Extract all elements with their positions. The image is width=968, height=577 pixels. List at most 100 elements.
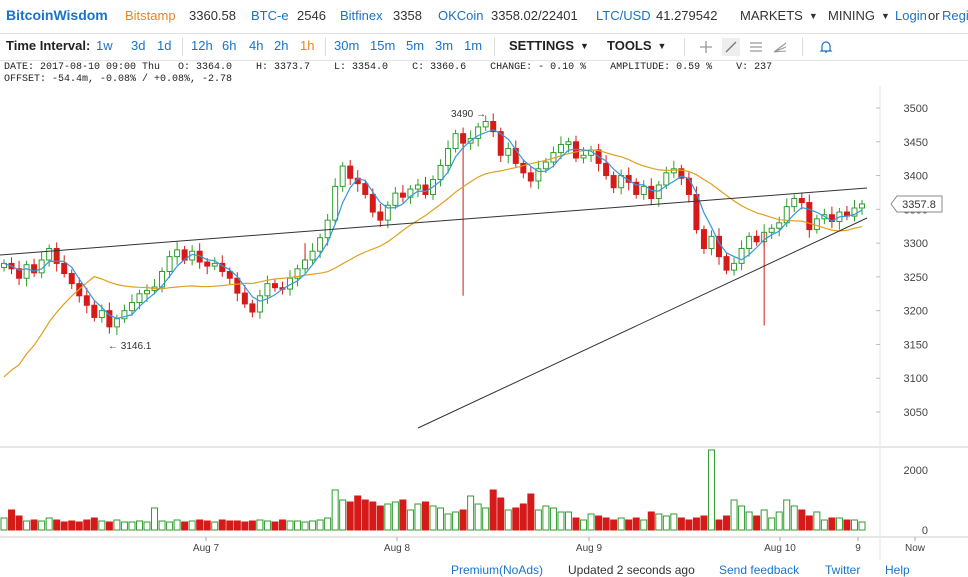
- volume-bar: [534, 509, 542, 531]
- market-ltcusd[interactable]: LTC/USD: [596, 8, 651, 23]
- interval-5m[interactable]: 5m: [406, 38, 425, 53]
- volume-bar: [692, 517, 700, 531]
- interval-4h[interactable]: 4h: [249, 38, 264, 53]
- candle-body: [618, 175, 625, 189]
- volume-bar: [241, 521, 249, 531]
- interval-1m[interactable]: 1m: [464, 38, 483, 53]
- interval-3m[interactable]: 3m: [435, 38, 454, 53]
- volume-bar: [640, 519, 648, 531]
- annotation-low: ← 3146.1: [108, 341, 152, 352]
- market-bitfinex[interactable]: Bitfinex: [340, 8, 383, 23]
- interval-12h[interactable]: 12h: [191, 38, 213, 53]
- premium-link[interactable]: Premium(NoAds): [451, 563, 544, 577]
- volume-bar: [444, 513, 452, 531]
- candle-body: [16, 268, 23, 279]
- x-tick-label: Aug 10: [764, 543, 796, 554]
- volume-bar: [278, 519, 286, 531]
- candle-body: [46, 248, 53, 261]
- candle-body: [565, 141, 572, 145]
- volume-bar: [324, 517, 332, 531]
- volume-bar: [181, 521, 189, 531]
- mining-menu-label: MINING: [828, 8, 875, 23]
- candle-body: [557, 143, 564, 154]
- interval-6h[interactable]: 6h: [222, 38, 237, 53]
- brand-logo[interactable]: BitcoinWisdom: [6, 7, 108, 23]
- volume-bar: [173, 519, 181, 531]
- candle-body: [144, 289, 150, 295]
- candle-body: [128, 302, 135, 312]
- candle-body: [813, 218, 820, 231]
- interval-1d[interactable]: 1d: [157, 38, 172, 53]
- volume-bar: [549, 507, 557, 531]
- volume-bar: [98, 520, 106, 531]
- candle-body: [339, 165, 346, 187]
- crosshair-icon[interactable]: [698, 39, 714, 55]
- login-link[interactable]: Login: [895, 8, 927, 23]
- candle-body: [399, 192, 406, 198]
- candle-body: [633, 181, 640, 195]
- price-chart[interactable]: 3050310031503200325033003350340034503500…: [0, 86, 968, 560]
- help-link[interactable]: Help: [885, 563, 910, 577]
- fan-lines-icon[interactable]: [772, 39, 788, 55]
- markets-menu[interactable]: MARKETS ▼: [740, 8, 818, 23]
- volume-bar: [730, 499, 738, 531]
- volume-bar: [625, 519, 633, 531]
- volume-bar: [113, 519, 121, 531]
- volume-bar: [331, 489, 339, 531]
- volume-bar: [504, 509, 512, 531]
- candle-body: [384, 204, 391, 221]
- volume-bar: [610, 519, 618, 531]
- volume-bar: [414, 503, 422, 531]
- candle-body: [211, 262, 218, 267]
- interval-1w[interactable]: 1w: [96, 38, 113, 53]
- market-okcoin-price: 3358.02/22401: [491, 8, 578, 23]
- candle-body: [648, 185, 655, 200]
- volume-bars: [0, 449, 866, 531]
- candle-body: [166, 256, 173, 272]
- draw-line-icon[interactable]: [722, 38, 740, 56]
- send-feedback-link[interactable]: Send feedback: [719, 563, 800, 577]
- volume-bar: [0, 517, 8, 531]
- candle-body: [580, 154, 587, 159]
- market-okcoin[interactable]: OKCoin: [438, 8, 484, 23]
- volume-bar: [271, 521, 279, 531]
- interval-15m[interactable]: 15m: [370, 38, 396, 53]
- alarm-bell-icon[interactable]: [818, 39, 834, 55]
- trend-line-lower: [417, 217, 868, 429]
- candle-body: [603, 162, 610, 177]
- volume-bar: [677, 517, 685, 531]
- mining-menu[interactable]: MINING ▼: [828, 8, 890, 23]
- volume-bar: [8, 509, 16, 531]
- or-text: or: [928, 8, 940, 23]
- candle-body: [768, 227, 775, 233]
- interval-1h[interactable]: 1h: [300, 38, 315, 53]
- horizontal-lines-icon[interactable]: [748, 39, 764, 55]
- candle-body: [159, 270, 166, 288]
- candle-body: [369, 193, 376, 213]
- tools-menu[interactable]: TOOLS ▼: [607, 38, 666, 53]
- interval-2h[interactable]: 2h: [274, 38, 289, 53]
- volume-bar: [203, 520, 211, 531]
- volume-bar: [783, 499, 791, 531]
- candle-body: [83, 295, 90, 306]
- register-link[interactable]: Regi: [942, 8, 968, 23]
- volume-bar: [38, 520, 46, 531]
- candle-body: [347, 165, 354, 179]
- candle-body: [362, 183, 369, 195]
- volume-bar: [105, 521, 113, 531]
- twitter-link[interactable]: Twitter: [825, 563, 861, 577]
- volume-bar: [700, 515, 708, 531]
- volume-bar: [572, 517, 580, 531]
- volume-bar: [850, 519, 858, 531]
- settings-menu[interactable]: SETTINGS ▼: [509, 38, 589, 53]
- divider: [802, 38, 803, 56]
- volume-bar: [263, 520, 271, 531]
- current-price-label: 3357.8: [902, 199, 936, 211]
- market-bitstamp[interactable]: Bitstamp: [125, 8, 176, 23]
- volume-bar: [437, 507, 445, 531]
- interval-30m[interactable]: 30m: [334, 38, 360, 53]
- interval-3d[interactable]: 3d: [131, 38, 146, 53]
- volume-bar: [309, 520, 317, 531]
- candles: [1, 113, 865, 335]
- market-btce[interactable]: BTC-e: [251, 8, 289, 23]
